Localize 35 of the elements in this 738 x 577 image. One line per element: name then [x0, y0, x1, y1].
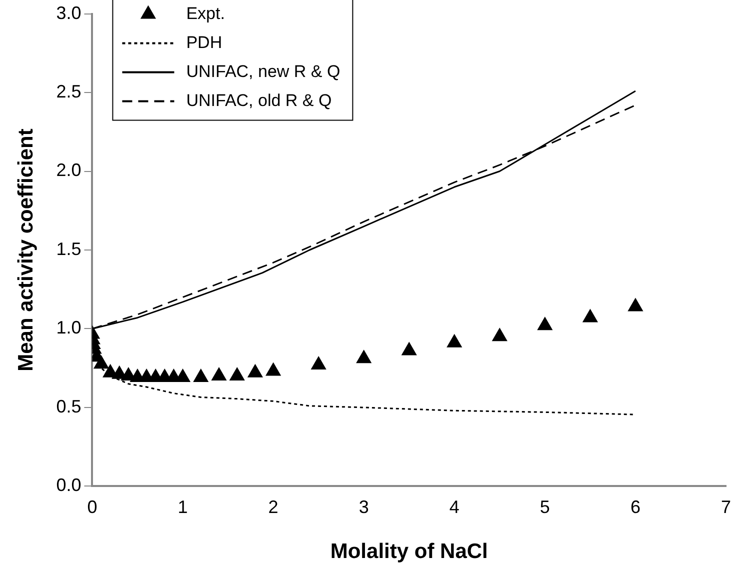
point [311, 356, 326, 370]
legend-label: UNIFAC, new R & Q [186, 62, 340, 81]
x-tick-label: 7 [720, 496, 732, 517]
point [212, 367, 226, 380]
y-tick-label: 3.0 [56, 2, 82, 23]
x-tick-label: 6 [630, 496, 640, 517]
point [492, 328, 508, 342]
point [446, 334, 462, 348]
y-tick-label: 2.0 [56, 160, 82, 180]
x-tick-label: 3 [358, 496, 369, 517]
y-tick-label: 0.0 [56, 475, 82, 496]
point [628, 298, 643, 312]
point [582, 309, 598, 322]
legend-label: UNIFAC, old R & Q [186, 90, 332, 110]
x-tick-label: 4 [449, 496, 460, 517]
x-axis-title: Molality of NaCl [330, 540, 488, 564]
point [230, 367, 245, 380]
legend-label: PDH [186, 32, 222, 52]
legend-label: Expt. [186, 4, 225, 23]
point [537, 317, 552, 330]
point [248, 364, 263, 378]
x-tick-label: 2 [268, 496, 278, 517]
y-tick-label: 0.5 [56, 396, 82, 416]
y-tick-label: 2.5 [56, 82, 82, 102]
point [266, 362, 281, 376]
y-tick-label: 1.0 [56, 318, 82, 338]
x-tick-label: 0 [87, 496, 98, 517]
x-tick-label: 1 [178, 496, 188, 517]
point [193, 369, 208, 382]
point [94, 356, 109, 369]
point [402, 342, 417, 356]
point [356, 350, 372, 364]
y-axis-title: Mean activity coefficient [14, 128, 38, 372]
x-tick-label: 5 [540, 496, 550, 517]
y-tick-label: 1.5 [56, 238, 82, 259]
